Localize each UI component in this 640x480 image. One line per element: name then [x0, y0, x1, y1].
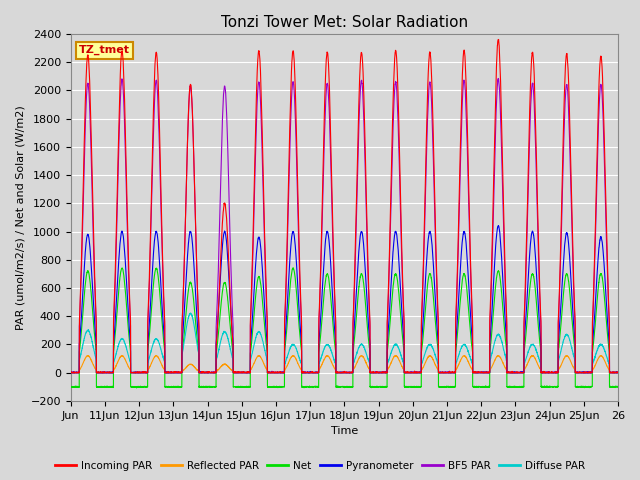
Title: Tonzi Tower Met: Solar Radiation: Tonzi Tower Met: Solar Radiation [221, 15, 468, 30]
Text: TZ_tmet: TZ_tmet [79, 45, 130, 55]
Legend: Incoming PAR, Reflected PAR, Net, Pyranometer, BF5 PAR, Diffuse PAR: Incoming PAR, Reflected PAR, Net, Pyrano… [51, 456, 589, 475]
X-axis label: Time: Time [331, 426, 358, 436]
Y-axis label: PAR (umol/m2/s) / Net and Solar (W/m2): PAR (umol/m2/s) / Net and Solar (W/m2) [15, 105, 25, 330]
